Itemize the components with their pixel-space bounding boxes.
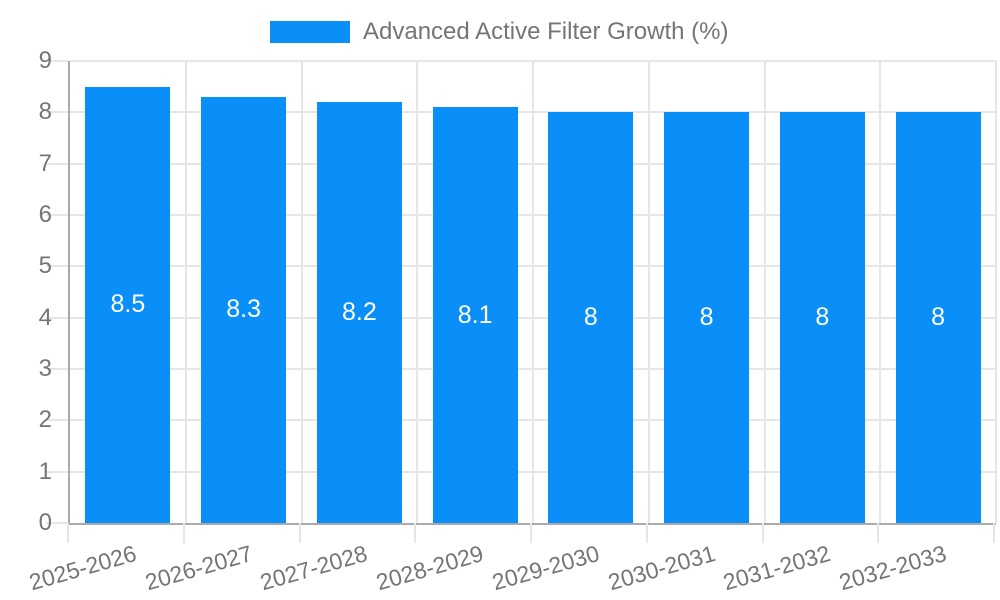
x-axis-label: 2032-2033 [836,540,950,596]
bar[interactable]: 8.3 [201,96,287,523]
bar-value-label: 8 [931,303,946,332]
y-tick [46,368,68,370]
x-axis-label: 2030-2031 [604,540,718,596]
bar[interactable]: 8.1 [432,107,518,523]
bar-value-label: 8 [583,303,598,332]
bar-value-label: 8.2 [341,298,377,327]
x-tick [414,523,417,543]
bar-value-label: 8.5 [110,290,146,319]
x-tick [67,523,69,543]
x-gridline [532,61,534,523]
x-gridline [763,61,766,523]
y-tick-label: 6 [38,201,52,228]
bar[interactable]: 8.5 [85,86,171,523]
x-gridline [416,61,419,523]
x-tick [530,523,532,543]
x-axis-label: 2027-2028 [257,540,371,596]
x-axis-label: 2029-2030 [489,540,603,596]
x-tick [993,523,995,543]
y-tick-label: 7 [38,149,52,177]
bar-value-label: 8 [699,303,714,332]
bar[interactable]: 8 [548,112,634,523]
x-tick [877,523,880,543]
y-tick-label: 4 [38,303,52,331]
x-axis-label: 2026-2027 [141,540,255,596]
y-tick-label: 8 [38,98,52,126]
x-axis-label: 2025-2026 [26,540,140,596]
y-tick-label: 5 [38,252,52,280]
x-tick [298,523,301,543]
y-tick [46,265,68,268]
x-axis-label: 2031-2032 [720,540,834,596]
legend-item[interactable]: Advanced Active Filter Growth (%) [270,18,728,46]
bar[interactable]: 8.2 [316,102,402,523]
x-tick [182,523,185,543]
bar-value-label: 8 [815,303,830,332]
x-axis-label: 2028-2029 [373,540,487,596]
y-tick [46,470,68,473]
y-tick-label: 1 [38,457,52,485]
x-tick [645,523,648,543]
bar[interactable]: 8 [895,112,981,523]
y-tick [46,60,68,62]
y-tick [46,214,68,216]
x-gridline [184,61,187,523]
y-tick-label: 0 [38,509,52,536]
bar-value-label: 8.3 [226,295,261,324]
x-gridline [879,61,882,523]
legend-label: Advanced Active Filter Growth (%) [363,18,729,45]
y-tick [46,111,68,114]
x-gridline [995,61,997,523]
x-gridline [300,61,303,523]
bar-value-label: 8.1 [457,300,493,329]
y-tick-label: 9 [38,47,52,74]
y-tick [46,316,68,319]
bar[interactable]: 8 [664,112,750,523]
y-tick [46,419,68,422]
x-gridline [647,61,650,523]
y-tick [46,522,68,524]
legend-swatch-icon [270,21,350,43]
y-tick [46,162,68,165]
y-tick-label: 2 [38,406,52,434]
x-tick [761,523,764,543]
bar[interactable]: 8 [779,112,865,523]
plot-area: 8.5 8.3 8.2 8.1 8 8 8 8 [68,60,997,525]
y-tick-label: 3 [38,355,52,382]
